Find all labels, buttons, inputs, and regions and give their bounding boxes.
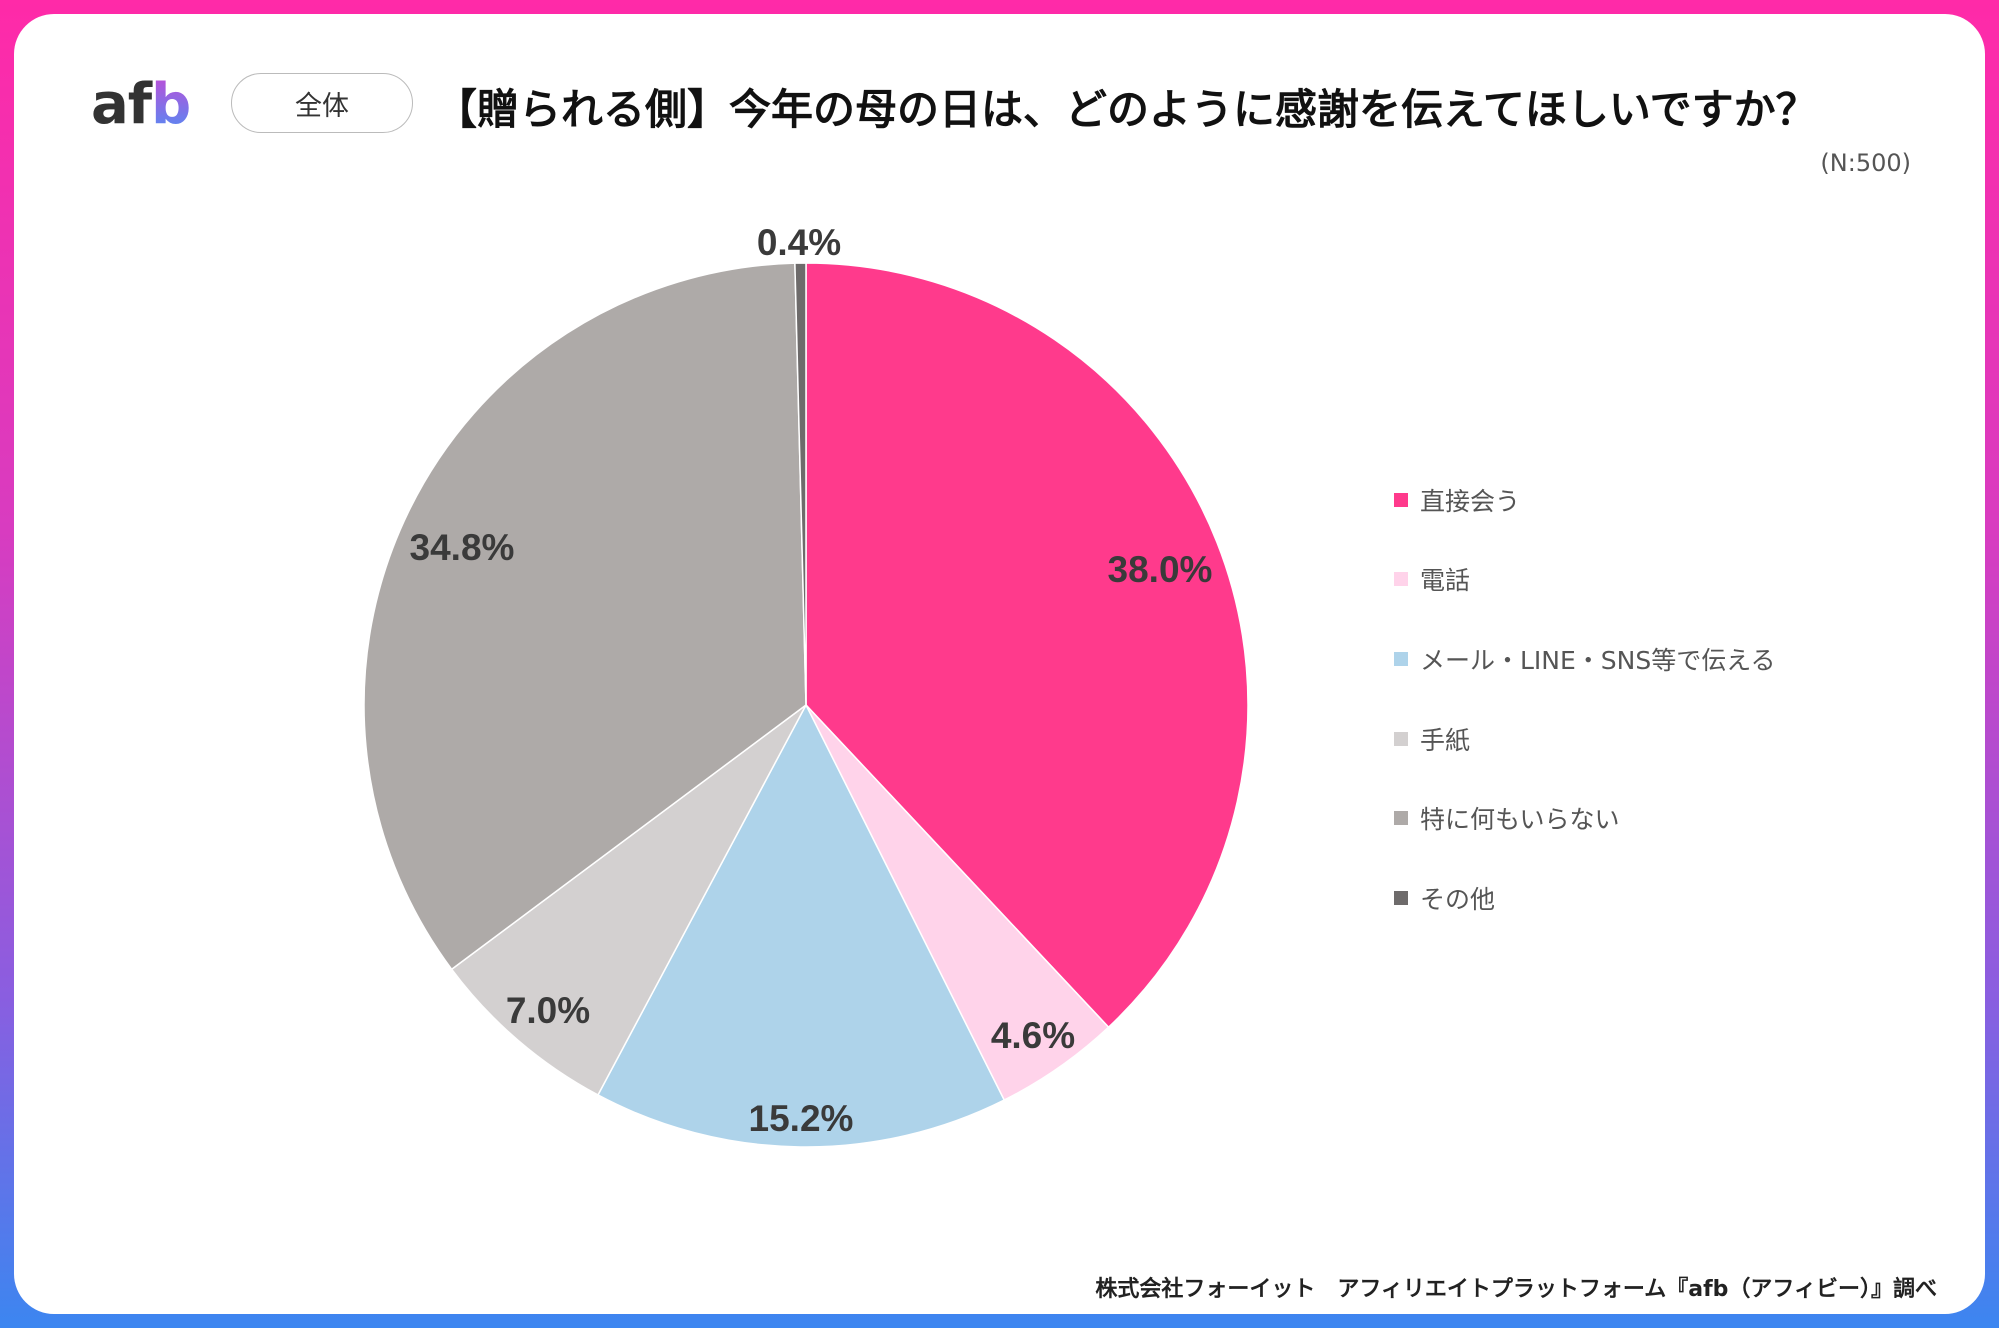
chart-title: 【贈られる側】今年の母の日は、どのように感謝を伝えてほしいですか？ (435, 85, 1818, 134)
pie-slice (363, 262, 807, 971)
legend-label: 電話 (1420, 566, 1471, 596)
legend-item: 特に何もいらない (1394, 778, 1776, 858)
afb-logo: afb (91, 72, 191, 137)
legend-label: その他 (1420, 884, 1496, 914)
data-label: 38.0% (1108, 549, 1213, 590)
legend-swatch (1394, 731, 1408, 746)
legend-item: 手紙 (1394, 699, 1776, 779)
legend-item: 電話 (1394, 540, 1776, 620)
legend-swatch (1394, 811, 1408, 826)
legend-swatch (1394, 572, 1408, 587)
legend-swatch (1394, 492, 1408, 507)
legend-label: 特に何もいらない (1420, 805, 1620, 835)
legend: 直接会う電話メール・LINE・SNS等で伝える 手紙特に何もいらない その他 (1394, 460, 1776, 938)
pie-slice (805, 262, 1249, 1029)
segment-pill: 全体 (231, 73, 413, 133)
sample-size: (N:500) (1820, 149, 1911, 177)
legend-swatch (1394, 651, 1408, 666)
source-credit: 株式会社フォーイット アフィリエイトプラットフォーム『afb（アフィビー）』調べ (1095, 1277, 1937, 1302)
pie-slice (450, 704, 807, 1096)
data-label: 0.4% (757, 222, 841, 263)
legend-swatch (1394, 890, 1408, 905)
legend-label: 直接会う (1420, 486, 1521, 516)
data-label: 34.8% (410, 527, 515, 568)
legend-item: メール・LINE・SNS等で伝える (1394, 619, 1776, 699)
data-label: 4.6% (991, 1015, 1075, 1056)
legend-label: 手紙 (1420, 725, 1471, 755)
pie-slice (794, 262, 807, 706)
data-label: 15.2% (749, 1098, 854, 1139)
data-label: 7.0% (506, 990, 590, 1031)
legend-label: メール・LINE・SNS等で伝える (1420, 645, 1776, 675)
legend-item: その他 (1394, 858, 1776, 938)
pie-slice (596, 703, 1006, 1148)
legend-item: 直接会う (1394, 460, 1776, 540)
